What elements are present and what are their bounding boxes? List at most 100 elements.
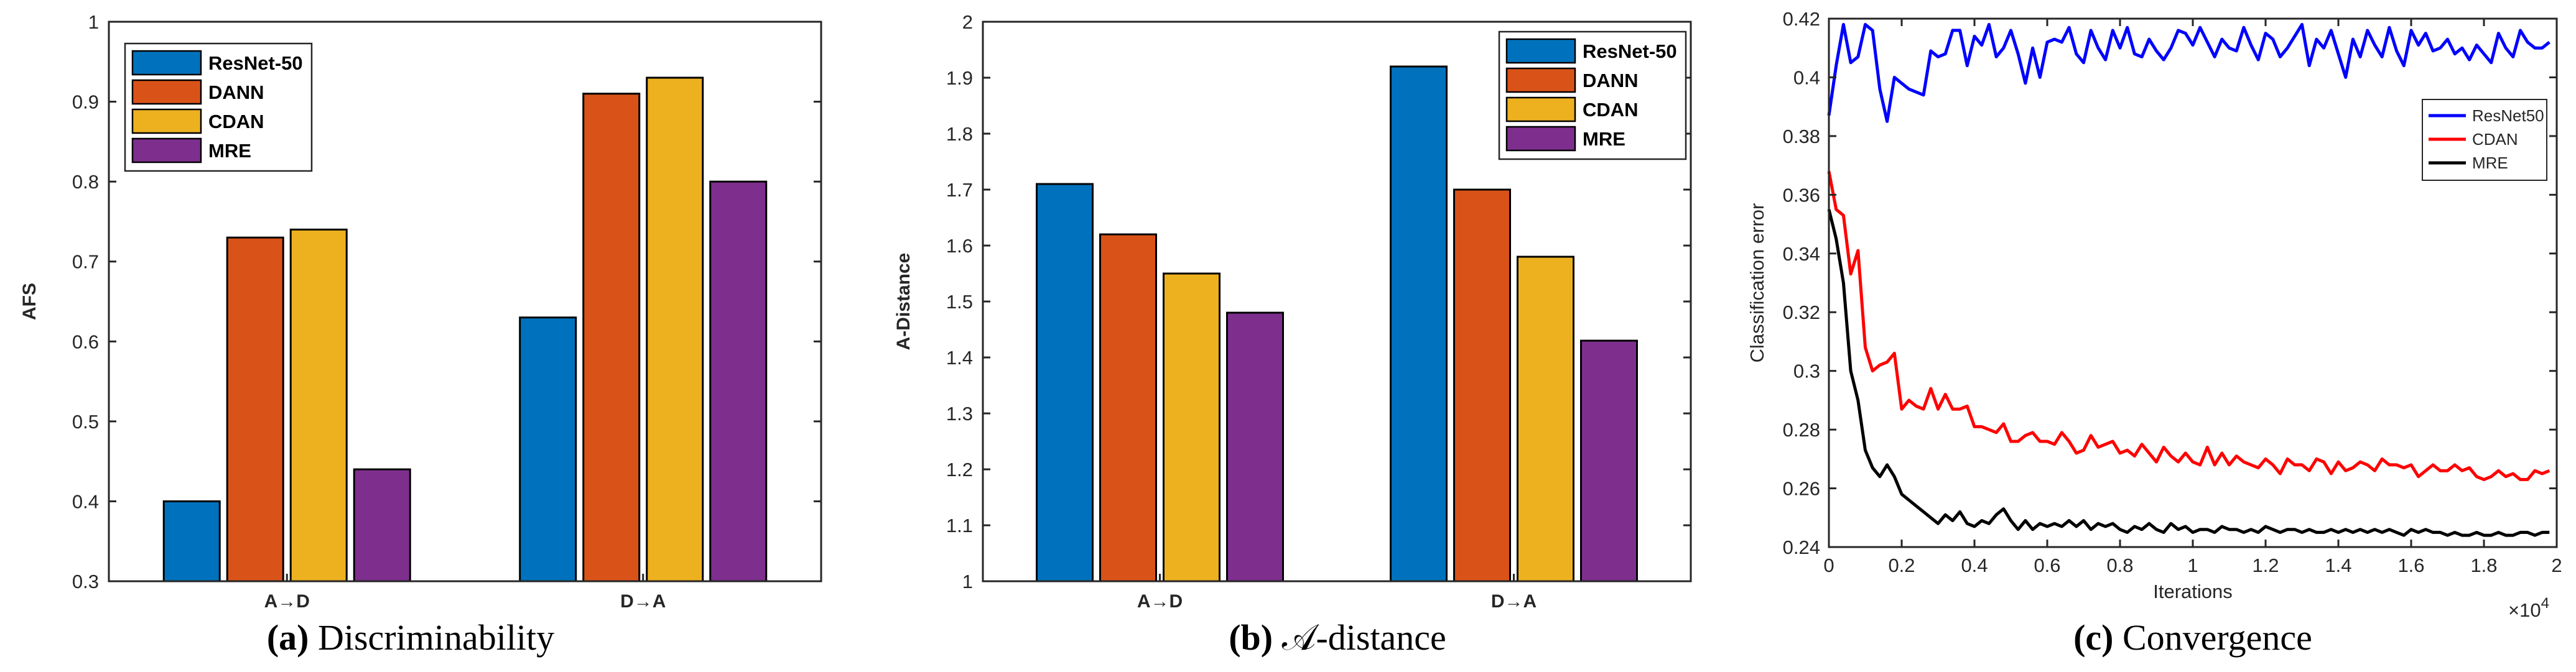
afs-bar-mre-0	[353, 468, 411, 582]
conv-legend: ResNet50 CDAN MRE	[2422, 99, 2547, 181]
conv-xtick-label: 0.6	[2034, 555, 2060, 576]
adist-legend-label-cdan: CDAN	[1583, 99, 1639, 121]
afs-legend-label-dann: DANN	[208, 81, 264, 103]
adist-bar-mre-1	[1580, 339, 1638, 582]
plot-a-distance: A→D D→A 1 1.1 1.2 1.3 1.4 1.5 1.6 1.7 1.8 1.9 2 A-Dis…	[893, 11, 1692, 658]
adist-legend-swatch-cdan	[1505, 96, 1576, 122]
afs-bar-dann-0	[226, 236, 284, 582]
conv-ytick-label: 0.38	[1783, 126, 1820, 147]
adist-ytick-label: 1.5	[946, 291, 973, 313]
conv-ytick-label: 0.28	[1783, 419, 1820, 441]
conv-xlabel: Iterations	[2153, 581, 2233, 602]
conv-x-multiplier-exp: 4	[2541, 595, 2549, 612]
conv-ytick-label: 0.24	[1783, 536, 1820, 558]
adist-legend-label-dann: DANN	[1583, 70, 1639, 91]
afs-axes-box	[108, 21, 822, 582]
conv-caption-text: Convergence	[2113, 617, 2312, 658]
conv-xtick-label: 1.4	[2325, 555, 2351, 576]
conv-ytick-label: 0.32	[1783, 301, 1820, 323]
adist-bar-resnet50-0	[1036, 183, 1094, 582]
adist-xtick-label: D→A	[1491, 591, 1537, 612]
afs-xtick-label: D→A	[620, 591, 666, 612]
adist-caption-text: 𝒜-distance	[1273, 617, 1446, 658]
afs-legend-swatch-dann	[131, 79, 202, 105]
afs-legend: ResNet-50 DANN CDAN MRE	[124, 42, 313, 172]
conv-xtick-label: 0	[1823, 555, 1834, 576]
adist-caption: (b) 𝒜-distance	[1229, 617, 1446, 658]
conv-caption: (c) Convergence	[2073, 617, 2312, 658]
afs-caption-text: Discriminability	[309, 617, 554, 658]
adist-ytick-label: 1.3	[946, 403, 973, 425]
adist-legend-swatch-mre	[1505, 126, 1576, 152]
conv-series-line-mre	[1827, 209, 2550, 537]
conv-legend-label-cdan: CDAN	[2472, 130, 2518, 149]
conv-ytick-label: 0.3	[1793, 361, 1820, 382]
adist-ytick-label: 1.6	[946, 235, 973, 257]
adist-ytick-label: 1.7	[946, 179, 973, 201]
conv-xtick-label: 0.4	[1961, 555, 1988, 576]
afs-bar-dann-1	[582, 93, 641, 582]
adist-bar-cdan-0	[1163, 272, 1221, 582]
conv-series-line-cdan	[1827, 171, 2550, 481]
adist-ytick-label: 1.8	[946, 123, 973, 145]
afs-legend-swatch-cdan	[131, 108, 202, 134]
adist-ytick-label: 2	[962, 11, 973, 33]
adist-ytick-label: 1.4	[946, 347, 973, 369]
adist-legend-swatch-resnet50	[1505, 38, 1576, 64]
afs-ytick-label: 0.3	[72, 571, 99, 592]
adist-legend-label-mre: MRE	[1583, 128, 1625, 150]
afs-caption: (a) Discriminability	[267, 617, 554, 658]
conv-xtick-label: 0.2	[1888, 555, 1915, 576]
afs-legend-swatch-resnet50	[131, 50, 202, 76]
conv-series-line-resnet50	[1827, 22, 2550, 123]
adist-ytick-label: 1.1	[946, 515, 973, 536]
adist-legend-swatch-dann	[1505, 67, 1576, 93]
plot-discriminability: A→D D→A 0.3 0.4 0.5 0.6 0.7 0.8 0.9 1 AFS ResNet-50…	[19, 11, 822, 658]
conv-xtick-label: 1.2	[2252, 555, 2279, 576]
adist-bar-mre-0	[1226, 311, 1284, 582]
plot-convergence: 0 0.2 0.4 0.6 0.8 1 1.2 1.4 1.6 1.8 2 0.24 0.26 0.28 0…	[1746, 8, 2562, 658]
conv-x-multiplier-base: ×10	[2508, 599, 2541, 621]
afs-ytick-label: 1	[88, 11, 99, 33]
conv-caption-label: (c)	[2073, 617, 2113, 658]
afs-bar-resnet50-1	[519, 316, 577, 582]
adist-legend: ResNet-50 DANN CDAN MRE	[1498, 30, 1687, 160]
afs-ytick-label: 0.7	[72, 251, 99, 273]
afs-caption-label: (a)	[267, 617, 309, 658]
conv-ytick-label: 0.34	[1783, 243, 1820, 265]
adist-bar-dann-0	[1099, 233, 1157, 582]
afs-bar-cdan-0	[289, 228, 348, 582]
conv-ytick-label: 0.36	[1783, 184, 1820, 206]
afs-legend-label-mre: MRE	[208, 140, 251, 162]
adist-axes-box	[982, 21, 1692, 582]
afs-xtick-label: A→D	[264, 591, 310, 612]
afs-ytick-label: 0.9	[72, 91, 99, 113]
adist-ytick-label: 1.2	[946, 459, 973, 481]
conv-ytick-label: 0.42	[1783, 8, 1820, 30]
afs-ytick-label: 0.8	[72, 171, 99, 193]
conv-xtick-label: 0.8	[2106, 555, 2133, 576]
conv-axes-box	[1828, 17, 2558, 548]
afs-legend-label-cdan: CDAN	[208, 111, 264, 132]
conv-ytick-label: 0.4	[1793, 67, 1820, 88]
afs-legend-label-resnet50: ResNet-50	[208, 52, 303, 74]
conv-legend-label-mre: MRE	[2472, 154, 2508, 172]
afs-ytick-label: 0.5	[72, 411, 99, 433]
conv-x-multiplier: ×104	[2508, 595, 2549, 621]
adist-legend-label-resnet50: ResNet-50	[1583, 40, 1677, 62]
adist-ytick-label: 1	[962, 571, 973, 592]
conv-xtick-label: 1.8	[2470, 555, 2497, 576]
afs-bar-mre-1	[709, 180, 768, 582]
adist-bar-dann-1	[1453, 188, 1511, 582]
afs-ylabel: AFS	[19, 283, 40, 320]
conv-ylabel: Classification error	[1746, 203, 1768, 363]
conv-xtick-label: 2	[2551, 555, 2562, 576]
adist-caption-label: (b)	[1229, 617, 1273, 658]
adist-bar-cdan-1	[1517, 255, 1574, 582]
adist-ytick-label: 1.9	[946, 67, 973, 89]
conv-ytick-label: 0.26	[1783, 478, 1820, 500]
conv-legend-label-resnet50: ResNet50	[2472, 106, 2544, 125]
adist-bar-resnet50-1	[1390, 65, 1448, 582]
conv-xtick-label: 1.6	[2397, 555, 2424, 576]
